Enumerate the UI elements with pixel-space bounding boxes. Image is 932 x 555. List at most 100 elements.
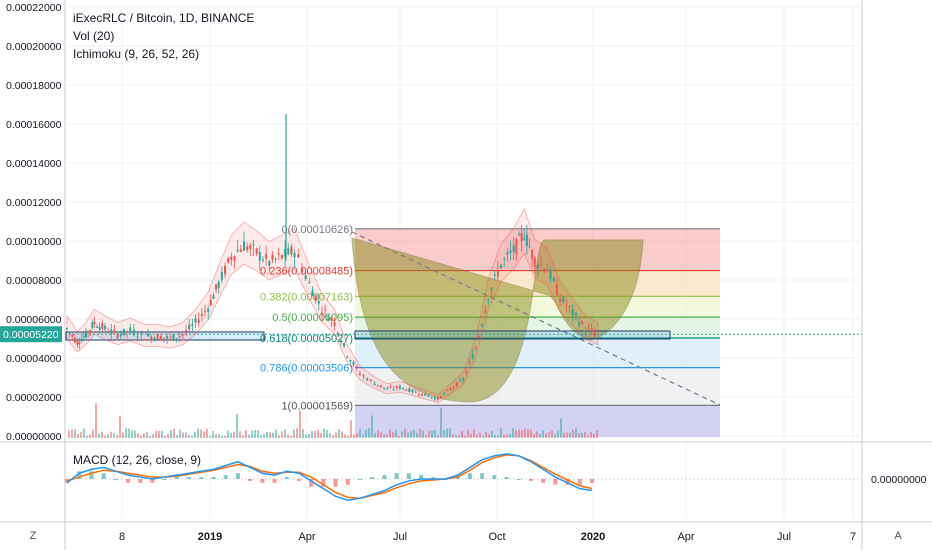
macd-legend[interactable]: MACD (12, 26, close, 9) (73, 453, 202, 467)
auto-scale-button[interactable]: A (894, 530, 902, 542)
volume-bar (410, 431, 412, 438)
volume-bar (560, 418, 562, 438)
volume-bar (446, 428, 448, 438)
macd-histogram-bar (65, 479, 69, 483)
volume-bar (161, 430, 163, 438)
candle-body (153, 337, 156, 341)
volume-bar (314, 430, 316, 438)
volume-bar (488, 434, 490, 438)
candle-body (132, 329, 135, 336)
candle-body (297, 254, 300, 258)
candle-body (517, 234, 520, 236)
volume-bar (551, 430, 553, 438)
macd-histogram-bar (345, 479, 350, 485)
volume-bar (527, 429, 529, 438)
candle-body (408, 388, 411, 392)
candle-body (233, 256, 236, 261)
candle-body (402, 387, 405, 389)
volume-legend[interactable]: Vol (20) (73, 29, 115, 43)
candle-body (261, 259, 264, 261)
volume-bar (308, 433, 310, 438)
volume-bar (137, 433, 139, 438)
volume-bar (197, 428, 199, 438)
volume-bar (395, 429, 397, 438)
volume-bar (404, 428, 406, 438)
candle-body (440, 395, 443, 399)
volume-bar (596, 430, 598, 438)
candle-body (355, 366, 358, 368)
candle-body (533, 258, 536, 268)
volume-bar (290, 435, 292, 438)
ichimoku-cloud (66, 207, 599, 404)
candle-body (204, 311, 207, 313)
candle-body (427, 395, 430, 397)
candle-body (103, 325, 106, 330)
candle-body (143, 339, 146, 341)
candle-body (215, 284, 218, 290)
candle-body (389, 386, 392, 388)
candle-body (346, 356, 349, 358)
candle-body (227, 257, 230, 263)
volume-bar (71, 429, 73, 438)
candle-body (543, 269, 546, 272)
volume-bar (497, 435, 499, 438)
volume-bar (470, 433, 472, 438)
volume-bar (461, 431, 463, 438)
trend-line-dashed (351, 231, 721, 406)
candle-body (110, 329, 113, 334)
volume-bar (95, 403, 97, 438)
volume-bar (125, 428, 127, 438)
volume-bar (347, 435, 349, 438)
volume-bar (521, 429, 523, 438)
macd-signal-line (66, 454, 593, 500)
zoom-toggle-button[interactable]: Z (29, 530, 37, 542)
macd-histogram-bar (126, 479, 131, 483)
macd-histogram-bar (235, 473, 240, 479)
volume-bar (362, 434, 364, 438)
candle-body (98, 326, 101, 330)
candle-body (395, 386, 398, 389)
candle-body (490, 287, 493, 290)
candle-body (159, 336, 162, 341)
candle-body (565, 305, 568, 307)
y-tick-label: 0.00006000 (6, 314, 62, 326)
fib-level-label: 1(0.00001569) (281, 400, 353, 412)
ichimoku-legend[interactable]: Ichimoku (9, 26, 52, 26) (73, 47, 200, 61)
volume-bar (287, 434, 289, 438)
candle-body (230, 256, 233, 261)
candle-body (129, 327, 132, 332)
candle-body (515, 239, 518, 254)
macd-histogram-bar (296, 479, 301, 481)
x-tick-label: 2019 (198, 531, 222, 543)
macd-histogram-bar (101, 473, 106, 479)
macd-histogram-bar (333, 479, 338, 487)
symbol-legend[interactable]: iExecRLC / Bitcoin, 1D, BINANCE (73, 11, 255, 25)
candle-body (220, 271, 223, 280)
candle-body (265, 254, 268, 259)
candle-body (552, 278, 555, 281)
volume-bar (92, 429, 94, 438)
candle-body (471, 354, 474, 359)
x-tick-label: Apr (677, 531, 694, 543)
macd-histogram-bar (431, 477, 436, 479)
volume-bar (179, 429, 181, 438)
candle-body (525, 234, 528, 246)
volume-bar (242, 435, 244, 438)
volume-bar (368, 428, 370, 438)
volume-bar (227, 430, 229, 438)
candle-body (417, 394, 420, 396)
volume-bar (245, 429, 247, 438)
macd-histogram-bar (541, 479, 546, 483)
candle-body (398, 386, 401, 389)
candle-body (320, 312, 323, 315)
fib-level-label: 0.236(0.00008485) (260, 266, 353, 278)
candle-body (528, 246, 531, 248)
x-tick-label: 8 (119, 531, 125, 543)
volume-bar (209, 435, 211, 438)
volume-bar (431, 430, 433, 438)
volume-bar (107, 434, 109, 438)
candle-body (506, 252, 509, 255)
candle-body (555, 284, 558, 296)
